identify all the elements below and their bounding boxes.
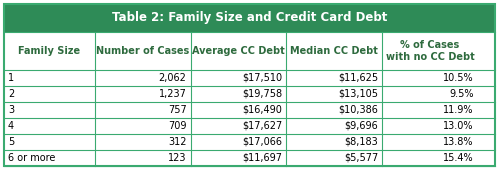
Text: Average CC Debt: Average CC Debt bbox=[192, 46, 285, 56]
Text: $17,627: $17,627 bbox=[242, 121, 282, 131]
Text: 10.5%: 10.5% bbox=[443, 73, 474, 83]
Text: 13.8%: 13.8% bbox=[443, 137, 474, 147]
Text: $16,490: $16,490 bbox=[243, 105, 282, 115]
Text: $17,510: $17,510 bbox=[242, 73, 282, 83]
Bar bbox=[4, 86, 495, 102]
Bar bbox=[4, 102, 495, 118]
Text: 2,062: 2,062 bbox=[159, 73, 187, 83]
Text: $17,066: $17,066 bbox=[243, 137, 282, 147]
Text: Median CC Debt: Median CC Debt bbox=[290, 46, 378, 56]
Text: 1: 1 bbox=[8, 73, 14, 83]
Text: 15.4%: 15.4% bbox=[443, 153, 474, 163]
Text: 9.5%: 9.5% bbox=[449, 89, 474, 99]
Text: 2: 2 bbox=[8, 89, 14, 99]
Text: % of Cases
with no CC Debt: % of Cases with no CC Debt bbox=[386, 40, 475, 62]
Text: 757: 757 bbox=[168, 105, 187, 115]
Text: $11,697: $11,697 bbox=[243, 153, 282, 163]
Text: $10,386: $10,386 bbox=[338, 105, 378, 115]
Text: 4: 4 bbox=[8, 121, 14, 131]
Text: $11,625: $11,625 bbox=[338, 73, 378, 83]
Text: 13.0%: 13.0% bbox=[443, 121, 474, 131]
Bar bbox=[4, 4, 495, 32]
Text: $5,577: $5,577 bbox=[344, 153, 378, 163]
Text: Family Size: Family Size bbox=[18, 46, 80, 56]
Bar bbox=[4, 118, 495, 134]
Text: $9,696: $9,696 bbox=[344, 121, 378, 131]
Text: 3: 3 bbox=[8, 105, 14, 115]
Text: 312: 312 bbox=[168, 137, 187, 147]
Text: 6 or more: 6 or more bbox=[8, 153, 55, 163]
Text: $13,105: $13,105 bbox=[338, 89, 378, 99]
Bar bbox=[4, 150, 495, 166]
Text: 123: 123 bbox=[168, 153, 187, 163]
Text: $19,758: $19,758 bbox=[242, 89, 282, 99]
Text: Table 2: Family Size and Credit Card Debt: Table 2: Family Size and Credit Card Deb… bbox=[112, 12, 387, 24]
Text: $8,183: $8,183 bbox=[344, 137, 378, 147]
Text: 1,237: 1,237 bbox=[159, 89, 187, 99]
Text: Number of Cases: Number of Cases bbox=[96, 46, 189, 56]
Text: 11.9%: 11.9% bbox=[443, 105, 474, 115]
Bar bbox=[4, 70, 495, 86]
Text: 709: 709 bbox=[168, 121, 187, 131]
Bar bbox=[4, 134, 495, 150]
Text: 5: 5 bbox=[8, 137, 14, 147]
Bar bbox=[4, 32, 495, 70]
